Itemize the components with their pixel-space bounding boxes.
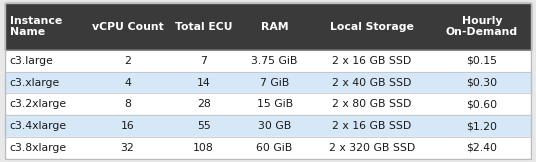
Text: 2 x 16 GB SSD: 2 x 16 GB SSD bbox=[332, 56, 411, 66]
Text: c3.large: c3.large bbox=[10, 56, 54, 66]
Text: 60 GiB: 60 GiB bbox=[256, 143, 293, 153]
Bar bbox=[5, 93, 531, 115]
Text: $1.20: $1.20 bbox=[466, 121, 497, 131]
Text: Local Storage: Local Storage bbox=[330, 22, 414, 32]
Text: c3.xlarge: c3.xlarge bbox=[10, 78, 60, 87]
Text: c3.2xlarge: c3.2xlarge bbox=[10, 99, 67, 109]
Text: 30 GB: 30 GB bbox=[258, 121, 291, 131]
Text: 32: 32 bbox=[121, 143, 135, 153]
Bar bbox=[239, 3, 310, 50]
Text: 2 x 40 GB SSD: 2 x 40 GB SSD bbox=[332, 78, 412, 87]
Text: 28: 28 bbox=[197, 99, 211, 109]
Text: $0.30: $0.30 bbox=[466, 78, 497, 87]
Bar bbox=[5, 50, 531, 72]
Text: 15 GiB: 15 GiB bbox=[257, 99, 293, 109]
Text: 8: 8 bbox=[124, 99, 131, 109]
Bar bbox=[5, 72, 531, 93]
Text: Total ECU: Total ECU bbox=[175, 22, 233, 32]
Text: 14: 14 bbox=[197, 78, 211, 87]
Text: c3.4xlarge: c3.4xlarge bbox=[10, 121, 67, 131]
Text: 4: 4 bbox=[124, 78, 131, 87]
Bar bbox=[310, 3, 434, 50]
Text: 7: 7 bbox=[200, 56, 207, 66]
Text: $0.60: $0.60 bbox=[466, 99, 497, 109]
Text: 108: 108 bbox=[193, 143, 214, 153]
Text: 55: 55 bbox=[197, 121, 211, 131]
Text: $0.15: $0.15 bbox=[466, 56, 497, 66]
Text: Hourly
On-Demand: Hourly On-Demand bbox=[446, 16, 518, 37]
Text: Instance
Name: Instance Name bbox=[10, 16, 62, 37]
Text: 7 GiB: 7 GiB bbox=[260, 78, 289, 87]
Text: c3.8xlarge: c3.8xlarge bbox=[10, 143, 67, 153]
Bar bbox=[87, 3, 168, 50]
Text: 2 x 320 GB SSD: 2 x 320 GB SSD bbox=[329, 143, 415, 153]
Text: 2 x 16 GB SSD: 2 x 16 GB SSD bbox=[332, 121, 411, 131]
Bar bbox=[5, 137, 531, 159]
Bar bbox=[5, 115, 531, 137]
Text: RAM: RAM bbox=[260, 22, 288, 32]
Text: vCPU Count: vCPU Count bbox=[92, 22, 163, 32]
Bar bbox=[434, 3, 531, 50]
Bar bbox=[5, 3, 87, 50]
Bar bbox=[168, 3, 239, 50]
Text: 3.75 GiB: 3.75 GiB bbox=[251, 56, 298, 66]
Text: $2.40: $2.40 bbox=[466, 143, 497, 153]
Text: 16: 16 bbox=[121, 121, 135, 131]
Text: 2: 2 bbox=[124, 56, 131, 66]
Text: 2 x 80 GB SSD: 2 x 80 GB SSD bbox=[332, 99, 412, 109]
